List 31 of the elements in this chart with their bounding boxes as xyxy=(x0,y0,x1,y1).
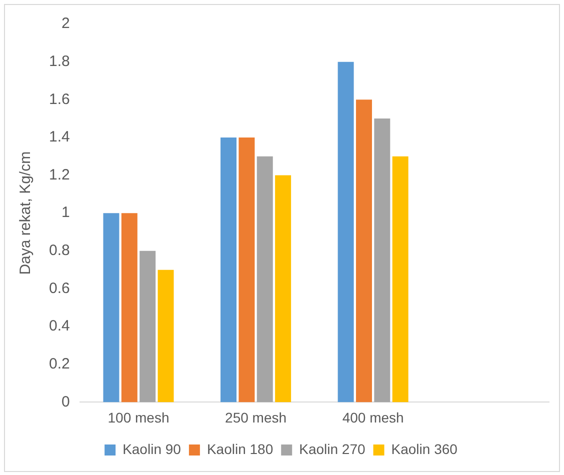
x-tick-label: 100 mesh xyxy=(108,409,170,426)
y-tick-label: 1 xyxy=(62,204,70,222)
y-tick-label: 1.4 xyxy=(48,128,70,146)
bar xyxy=(356,100,372,402)
x-tick-label: 400 mesh xyxy=(342,409,404,426)
y-tick-label: 0 xyxy=(62,393,70,410)
x-tick-label: 250 mesh xyxy=(225,409,287,426)
bar xyxy=(220,137,237,402)
y-tick-label: 1.6 xyxy=(48,90,70,108)
bar xyxy=(103,213,120,402)
y-tick-label: 1.8 xyxy=(48,52,70,70)
bar xyxy=(374,118,390,402)
y-tick-label: 2 xyxy=(62,15,70,32)
bar xyxy=(238,137,255,402)
y-tick-label: 0.8 xyxy=(48,242,70,260)
y-tick-label: 0.6 xyxy=(48,280,70,297)
y-tick-label: 0.2 xyxy=(48,356,70,373)
legend-label: Kaolin 270 xyxy=(299,440,366,457)
y-tick-label: 1.2 xyxy=(48,166,70,184)
bar xyxy=(158,270,174,402)
legend-label: Kaolin 90 xyxy=(122,440,182,457)
bar xyxy=(256,156,273,402)
bar xyxy=(338,62,354,402)
bar xyxy=(121,213,138,402)
bar xyxy=(140,250,156,402)
legend-label: Kaolin 360 xyxy=(391,440,458,457)
y-axis-title: Daya rekat, Kg/cm xyxy=(17,151,34,275)
bar xyxy=(275,175,292,402)
bar xyxy=(392,156,408,402)
legend-label: Kaolin 180 xyxy=(206,440,274,457)
y-tick-label: 0.4 xyxy=(48,318,70,335)
